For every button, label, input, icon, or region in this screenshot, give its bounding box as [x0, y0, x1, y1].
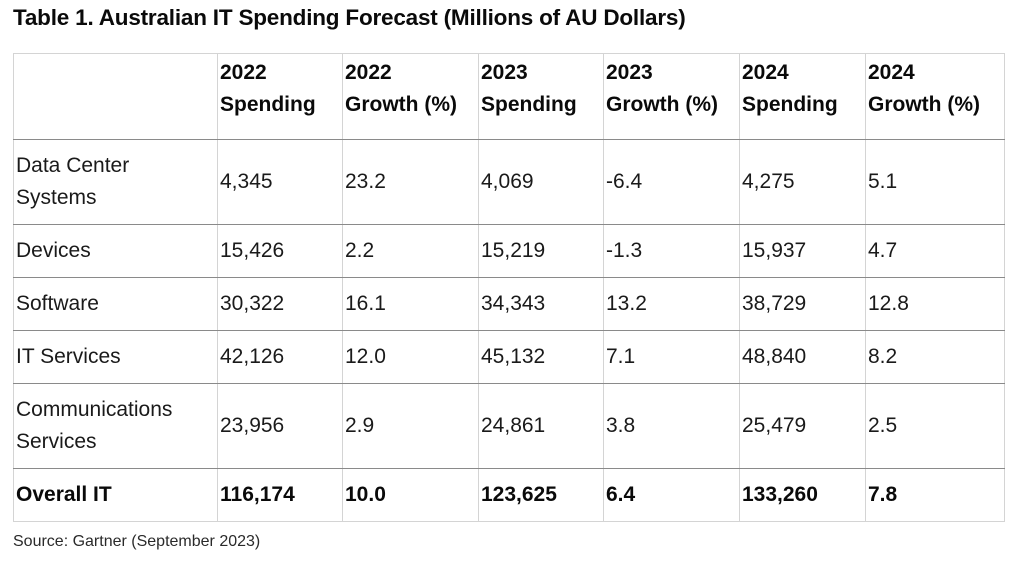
cell: 15,426 [217, 224, 343, 278]
row-label: Communications Services [13, 383, 218, 469]
row-label: Data Center Systems [13, 139, 218, 225]
cell: 13.2 [603, 277, 740, 331]
header-metric: Spending [742, 93, 838, 116]
cell: 2.9 [342, 383, 479, 469]
cell: 116,174 [217, 468, 343, 522]
cell: 2.2 [342, 224, 479, 278]
total-row: Overall IT 116,174 10.0 123,625 6.4 133,… [13, 468, 1005, 522]
header-metric: Growth (%) [868, 93, 980, 116]
row-label-line: Services [16, 430, 97, 453]
header-year: 2022 [220, 61, 267, 84]
table-row: Communications Services 23,956 2.9 24,861… [13, 383, 1005, 469]
cell: 42,126 [217, 330, 343, 384]
cell: 15,219 [478, 224, 604, 278]
cell: 23,956 [217, 383, 343, 469]
cell: 38,729 [739, 277, 866, 331]
cell: 4.7 [865, 224, 1005, 278]
table-row: IT Services 42,126 12.0 45,132 7.1 48,84… [13, 330, 1005, 384]
row-label: Overall IT [13, 468, 218, 522]
cell: 34,343 [478, 277, 604, 331]
cell: 4,069 [478, 139, 604, 225]
header-year: 2024 [868, 61, 915, 84]
header-cell: 2022 Spending [217, 53, 343, 140]
cell: 6.4 [603, 468, 740, 522]
cell: -1.3 [603, 224, 740, 278]
header-metric: Growth (%) [606, 93, 718, 116]
cell: 7.8 [865, 468, 1005, 522]
cell: 4,345 [217, 139, 343, 225]
cell: 30,322 [217, 277, 343, 331]
cell: 7.1 [603, 330, 740, 384]
cell: 4,275 [739, 139, 866, 225]
header-cell-empty [13, 53, 218, 140]
cell: 12.8 [865, 277, 1005, 331]
cell: 23.2 [342, 139, 479, 225]
cell: 5.1 [865, 139, 1005, 225]
it-spending-table: 2022 Spending 2022 Growth (%) 2023 Spending… [13, 53, 1005, 522]
table-row: Data Center Systems 4,345 23.2 4,069 -6.4… [13, 139, 1005, 225]
table-row: Devices 15,426 2.2 15,219 -1.3 15,937 4.… [13, 224, 1005, 278]
cell: 133,260 [739, 468, 866, 522]
header-row: 2022 Spending 2022 Growth (%) 2023 Spending… [13, 53, 1005, 140]
row-label-line: Data Center [16, 154, 130, 177]
header-year: 2023 [481, 61, 528, 84]
cell: 25,479 [739, 383, 866, 469]
row-label: IT Services [13, 330, 218, 384]
cell: 12.0 [342, 330, 479, 384]
cell: 45,132 [478, 330, 604, 384]
cell: -6.4 [603, 139, 740, 225]
row-label: Devices [13, 224, 218, 278]
row-label-line: Communications [16, 398, 173, 421]
cell: 8.2 [865, 330, 1005, 384]
header-metric: Growth (%) [345, 93, 457, 116]
header-cell: 2023 Spending [478, 53, 604, 140]
source-note: Source: Gartner (September 2023) [13, 533, 261, 550]
cell: 48,840 [739, 330, 866, 384]
cell: 15,937 [739, 224, 866, 278]
header-cell: 2024 Spending [739, 53, 866, 140]
cell: 24,861 [478, 383, 604, 469]
header-year: 2023 [606, 61, 653, 84]
header-metric: Spending [220, 93, 316, 116]
cell: 10.0 [342, 468, 479, 522]
header-year: 2024 [742, 61, 789, 84]
row-label-line: Systems [16, 186, 97, 209]
cell: 123,625 [478, 468, 604, 522]
header-year: 2022 [345, 61, 392, 84]
cell: 2.5 [865, 383, 1005, 469]
header-cell: 2024 Growth (%) [865, 53, 1005, 140]
header-metric: Spending [481, 93, 577, 116]
table-row: Software 30,322 16.1 34,343 13.2 38,729 … [13, 277, 1005, 331]
cell: 3.8 [603, 383, 740, 469]
cell: 16.1 [342, 277, 479, 331]
header-cell: 2022 Growth (%) [342, 53, 479, 140]
table-title: Table 1. Australian IT Spending Forecast… [13, 5, 686, 30]
header-cell: 2023 Growth (%) [603, 53, 740, 140]
row-label: Software [13, 277, 218, 331]
